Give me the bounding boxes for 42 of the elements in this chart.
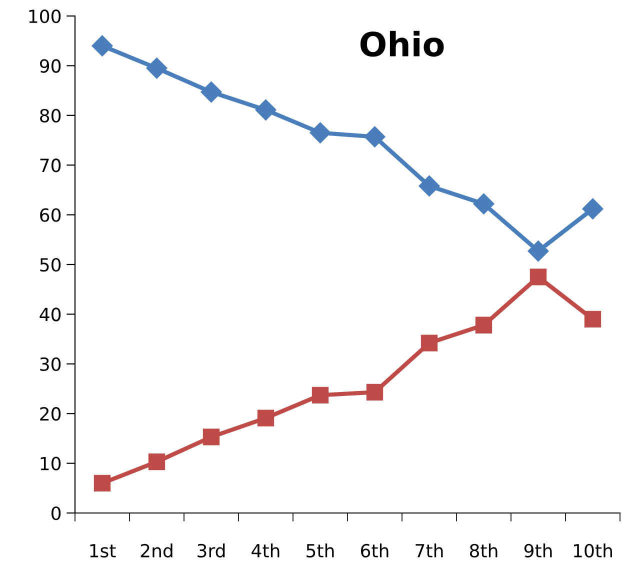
- y-tick-label: 50: [40, 258, 61, 272]
- y-tick-label: 0: [52, 506, 61, 520]
- point: [475, 316, 492, 334]
- y-tick-label: 70: [40, 158, 61, 172]
- y-tick-label: 80: [40, 108, 61, 123]
- point: [364, 126, 386, 148]
- y-tick-label: 20: [40, 407, 61, 421]
- point: [418, 175, 440, 196]
- x-tick-label: 2nd: [140, 544, 172, 558]
- point: [582, 198, 604, 220]
- point: [255, 99, 276, 120]
- chart-title: Ohio: [360, 30, 444, 57]
- x-tick-label: 7th: [416, 544, 443, 558]
- x-tick-label: 8th: [470, 544, 498, 558]
- x-tick-label: 3rd: [198, 544, 225, 558]
- point: [312, 386, 329, 404]
- point: [146, 58, 168, 79]
- x-tick-label: 1st: [90, 544, 116, 558]
- point: [148, 453, 166, 470]
- point: [202, 428, 220, 446]
- point: [528, 240, 549, 262]
- y-tick-label: 100: [29, 9, 61, 24]
- x-tick-label: 5th: [306, 544, 334, 558]
- point: [420, 334, 438, 352]
- point: [200, 82, 222, 103]
- point: [94, 474, 111, 492]
- point: [366, 384, 384, 401]
- y-tick-label: 60: [40, 208, 61, 222]
- x-tick-label: 6th: [361, 544, 388, 558]
- point: [473, 193, 494, 214]
- point: [310, 122, 331, 144]
- x-tick-label: 4th: [252, 544, 280, 558]
- x-tick-label: 10th: [574, 544, 612, 558]
- point: [92, 35, 113, 56]
- y-tick-label: 90: [40, 59, 61, 73]
- y-tick-label: 30: [40, 357, 61, 372]
- y-tick-label: 10: [40, 456, 61, 470]
- point: [584, 310, 602, 328]
- y-tick-label: 40: [40, 308, 61, 322]
- point: [257, 410, 274, 426]
- point: [530, 268, 547, 286]
- x-tick-label: 9th: [524, 544, 552, 558]
